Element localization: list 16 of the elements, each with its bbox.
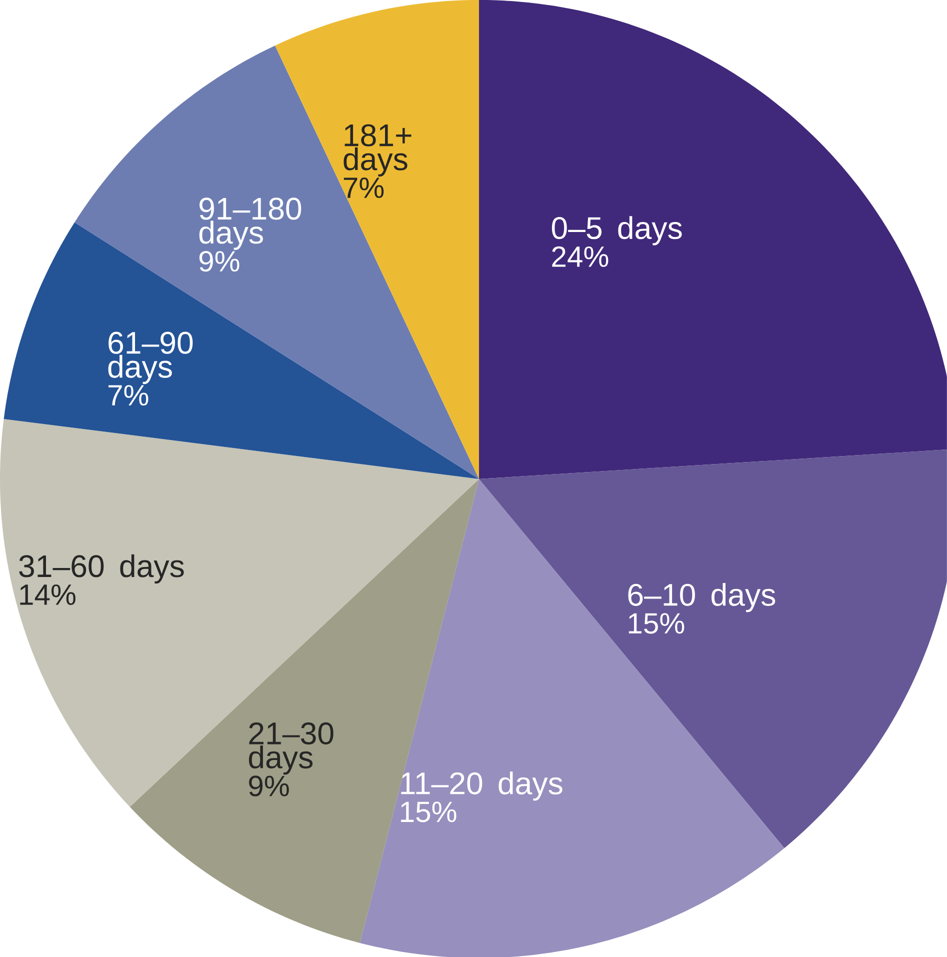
slice-label: 61–90 days — [108, 332, 193, 384]
slice-label: 181+ days — [344, 124, 412, 177]
slice-label: 31–60 days — [19, 554, 184, 584]
data-label: 9% — [249, 776, 289, 796]
slice-label: 6–10 days — [628, 582, 776, 612]
data-label: 9% — [199, 250, 240, 272]
slice-label: 11–20 days — [401, 772, 562, 801]
data-label: 7% — [344, 178, 384, 198]
data-label: 24% — [552, 246, 608, 267]
data-label: 14% — [20, 584, 76, 605]
slice-label: 21–30 days — [249, 722, 334, 775]
data-label: 15% — [401, 802, 456, 822]
slice-label: 0–5 days — [552, 216, 682, 246]
data-label: 15% — [628, 613, 684, 634]
slice-label: 91–180 days — [199, 198, 302, 250]
data-label: 7% — [108, 385, 148, 406]
